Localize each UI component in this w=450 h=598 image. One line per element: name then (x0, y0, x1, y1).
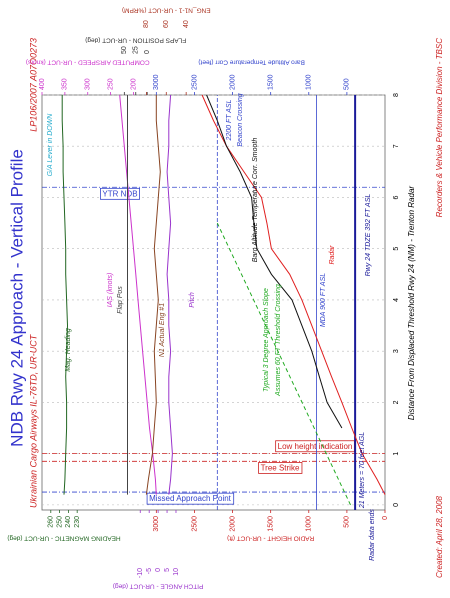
x-tick-label: 8 (393, 93, 400, 97)
y-axis-title: PITCH ANGLE - UR-UCT (deg) (113, 582, 204, 589)
reference-box (146, 492, 235, 505)
y-tick-label: 50 (121, 46, 128, 54)
y-tick-label: 2000 (229, 516, 236, 532)
y-tick-label: 25 (133, 46, 140, 54)
y-tick-label: 500 (344, 516, 351, 528)
reference: LP106/2007 A07O0273 (28, 38, 38, 132)
reference-box (258, 462, 303, 474)
reference-label: Missed Approach Point (149, 494, 232, 503)
series-line (145, 95, 161, 495)
y-tick-label: 0 (144, 50, 151, 54)
reference-box (100, 187, 140, 200)
y-tick-label: 5 (164, 568, 171, 572)
y-tick-label: 200 (130, 78, 137, 90)
series-line (206, 94, 343, 429)
y-tick-label: 0 (382, 516, 389, 520)
x-tick-label: 5 (393, 247, 400, 251)
y-axis-title: Baro Altitude Temperature Corr (feet) (198, 58, 304, 65)
y-tick-label: 3000 (153, 516, 160, 532)
y-tick-label: 60 (163, 20, 170, 28)
altitude-label: 2200 FT ASL (226, 99, 233, 141)
chart-title: NDB Rwy 24 Approach - Vertical Profile (7, 149, 26, 447)
x-axis-title: Distance From Displaced Threshold Rwy 24… (407, 186, 416, 420)
annotation: Assumes 60 FT Threshold Crossing (275, 284, 282, 397)
altitude-label: Rwy 24 TDZE 392 FT ASL (365, 194, 372, 277)
x-tick-label: 6 (393, 195, 400, 199)
annotation: Radar data ends (369, 509, 376, 561)
y-tick-label: 230 (74, 516, 81, 528)
series-line (119, 94, 157, 495)
y-tick-label: 240 (65, 516, 72, 528)
y-tick-label: 300 (85, 78, 92, 90)
series-line (201, 94, 386, 495)
y-tick-label: 2500 (191, 516, 198, 532)
y-tick-label: -10 (137, 568, 144, 578)
y-axis-title: RADIO HEIGHT - UR-UCT (ft) (227, 534, 314, 541)
altitude-label: MDA 900 FT ASL (320, 273, 327, 327)
series-label: Pitch (189, 292, 196, 308)
series-line (166, 94, 173, 495)
series-label: Baro Altitude Temperature Corr. Smooth (252, 138, 259, 263)
y-axis-title: HEADING MAGNETIC - UR-UCT (deg) (7, 534, 120, 541)
y-tick-label: 0 (155, 568, 162, 572)
y-tick-label: 250 (56, 516, 63, 528)
y-tick-label: 1500 (268, 516, 275, 532)
y-tick-label: -5 (146, 568, 153, 574)
y-tick-label: 3000 (153, 74, 160, 90)
reference-label: YTR NDB (102, 189, 137, 198)
y-axis-title: FLAPS POSITION - UR-UCT (deg) (85, 36, 186, 43)
y-tick-label: 400 (39, 78, 46, 90)
landscape-frame: NDB Rwy 24 Approach - Vertical Profile U… (7, 6, 444, 589)
reference-label: Tree Strike (261, 463, 300, 472)
y-tick-label: 1000 (306, 74, 313, 90)
y-tick-label: 10 (173, 568, 180, 576)
y-axis-title: ENG_N1-1 - UR-UCT (%RPM) (122, 6, 211, 13)
y-tick-label: 500 (344, 78, 351, 90)
y-tick-label: 250 (107, 78, 114, 90)
y-tick-label: 40 (183, 20, 190, 28)
y-tick-label: 1500 (268, 74, 275, 90)
y-axis-title: COMPUTED AIRSPEED - UR-UCT (knots) (26, 58, 150, 65)
series-line (216, 222, 351, 506)
created: Created: April 28, 2008 (435, 495, 444, 578)
series-label: Typical 3 Degree Approach Slope (263, 288, 270, 392)
reference-label: Low height indication (278, 442, 353, 451)
series-label: Flap Pos (117, 286, 124, 314)
series-line (61, 95, 69, 495)
x-tick-label: 1 (393, 452, 400, 456)
annotation: G/A Lever in DOWN (47, 113, 54, 177)
y-tick-label: 2500 (191, 74, 198, 90)
series-label: Mag. Heading (65, 328, 72, 372)
x-tick-label: 2 (393, 400, 400, 404)
annotation: 21 Meters = 70 feet AGL (359, 432, 366, 509)
x-tick-label: 3 (393, 349, 400, 353)
x-tick-label: 7 (393, 144, 400, 148)
series-label: N1 Actual Eng #1 (159, 303, 166, 357)
series-label: Radar (329, 245, 336, 265)
y-tick-label: 1000 (306, 516, 313, 532)
y-tick-label: 350 (62, 78, 69, 90)
altitude-note: Beacon Crossing (237, 93, 244, 146)
y-tick-label: 80 (143, 20, 150, 28)
credit: Recorders & Vehicle Performance Division… (435, 38, 444, 218)
y-tick-label: 2000 (229, 74, 236, 90)
subtitle: Ukrainian Cargo Airways IL-76TD, UR-UCT (28, 333, 38, 508)
x-tick-label: 0 (393, 503, 400, 507)
x-tick-label: 4 (393, 298, 400, 302)
series-label: IAS (knots) (107, 273, 114, 308)
y-tick-label: 260 (48, 516, 55, 528)
